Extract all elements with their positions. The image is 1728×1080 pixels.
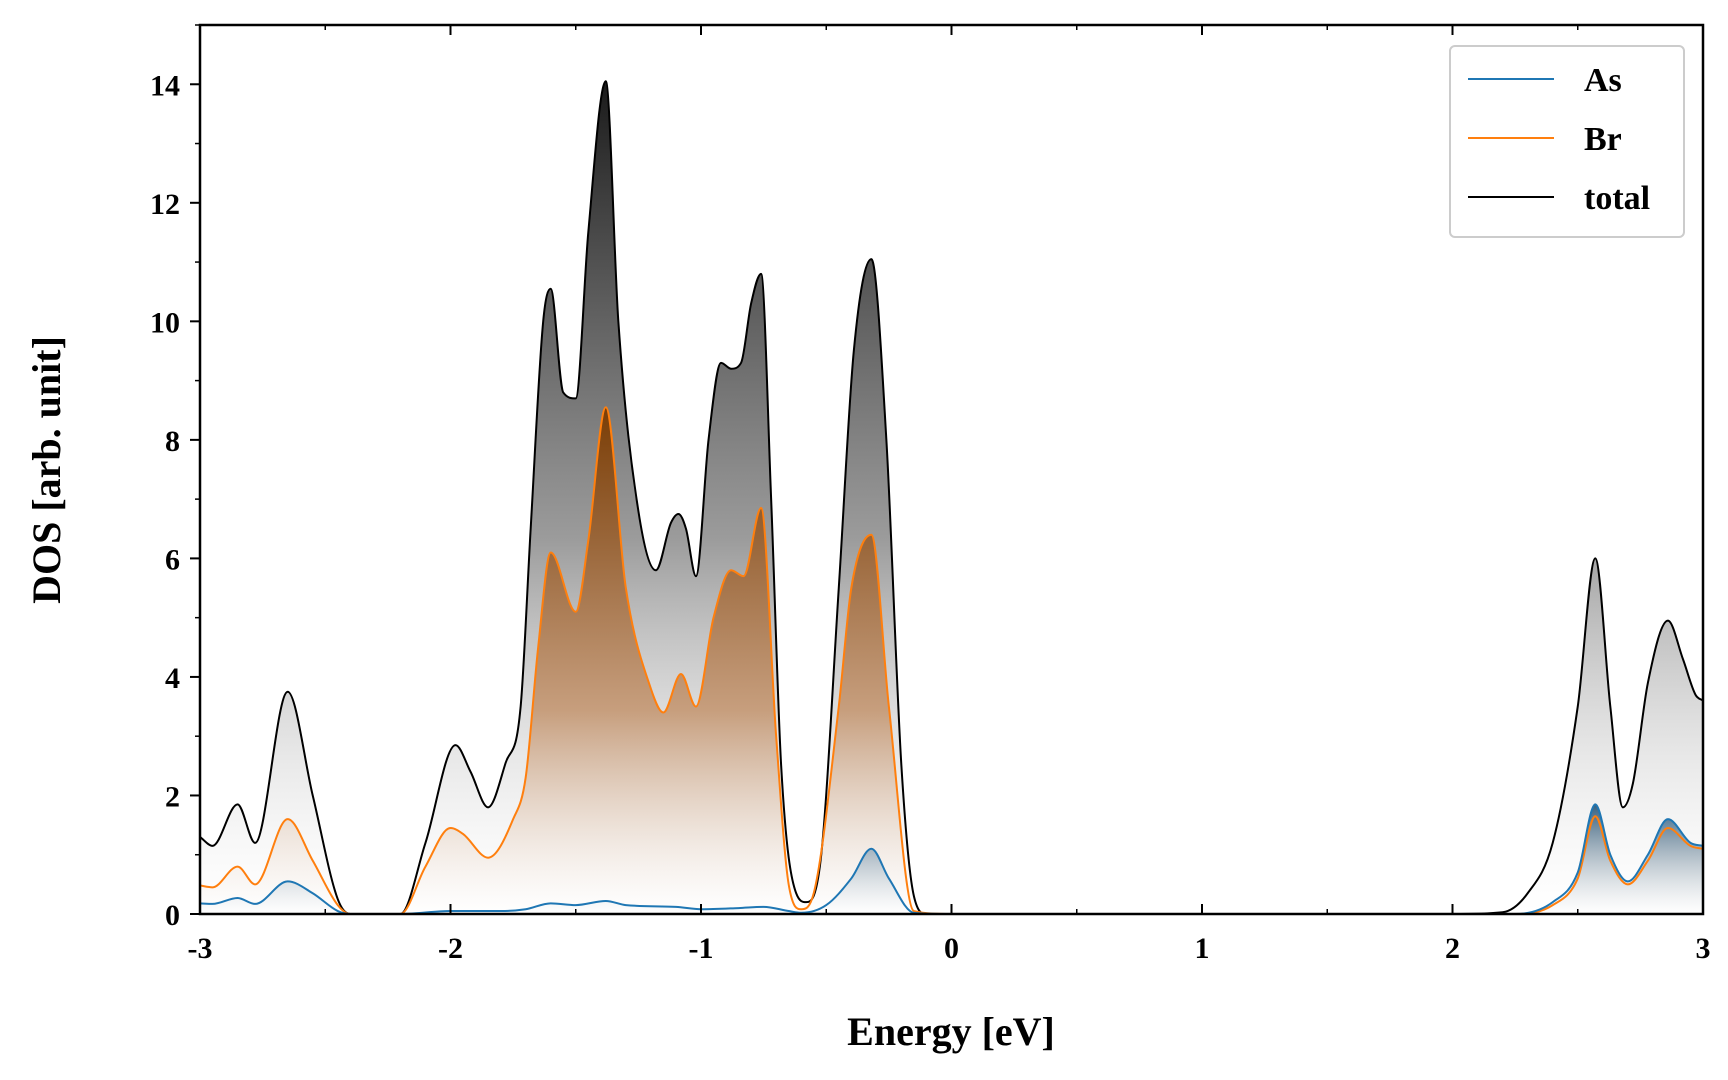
series-fill-br (200, 407, 1703, 914)
legend-label-as: As (1584, 62, 1622, 99)
x-tick-label: 3 (1696, 932, 1711, 965)
legend-label-br: Br (1584, 121, 1622, 158)
x-tick-label: 2 (1445, 932, 1460, 965)
x-tick-label: -3 (188, 932, 213, 965)
series-line-br (200, 406, 1703, 914)
x-tick-label: 1 (1195, 932, 1210, 965)
y-axis-title: DOS [arb. unit] (24, 336, 69, 604)
y-tick-label: 10 (150, 306, 180, 339)
x-axis-ticks: -3 -2 -1 0 1 2 3 (188, 25, 1711, 965)
y-tick-label: 8 (165, 425, 180, 458)
y-axis-ticks: 0 2 4 6 8 10 12 14 (150, 24, 200, 932)
series-line-total (200, 80, 1703, 914)
y-tick-label: 0 (165, 899, 180, 932)
x-tick-label: 0 (944, 932, 959, 965)
y-tick-label: 14 (150, 69, 180, 102)
x-tick-label: -2 (438, 932, 463, 965)
x-tick-label: -1 (689, 932, 714, 965)
x-axis-title: Energy [eV] (847, 1009, 1055, 1054)
legend: As Br total (1449, 45, 1685, 238)
legend-label-total: total (1584, 180, 1650, 217)
y-tick-label: 4 (165, 662, 180, 695)
y-tick-label: 2 (165, 780, 180, 813)
legend-box (1449, 45, 1685, 238)
y-tick-label: 6 (165, 543, 180, 576)
y-tick-label: 12 (150, 188, 180, 221)
